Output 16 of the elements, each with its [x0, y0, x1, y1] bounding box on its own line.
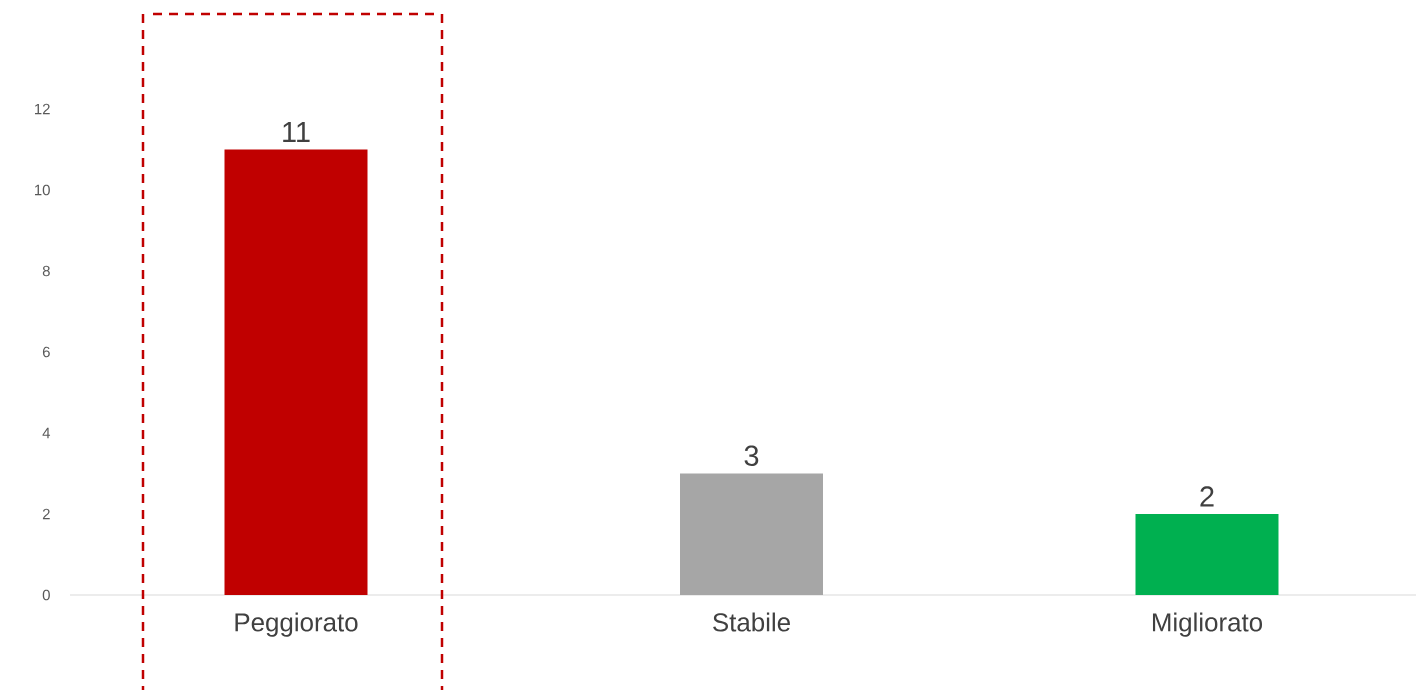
data-label: 2 [1200, 486, 1214, 507]
y-tick-label: 12 [35, 103, 50, 115]
y-tick-label: 6 [42, 346, 50, 358]
x-tick-label: Stabile [713, 612, 790, 632]
bar [1135, 514, 1279, 595]
x-tick-label: Peggiorato [235, 612, 358, 637]
y-tick-label: 4 [42, 427, 51, 439]
bar [680, 473, 823, 595]
x-tick-label: Migliorato [1152, 612, 1263, 637]
y-tick-label: 8 [42, 265, 50, 277]
y-tick-label: 10 [35, 184, 50, 196]
y-tick-label: 2 [42, 508, 50, 520]
data-label: 11 [283, 122, 310, 142]
data-label: 3 [744, 445, 759, 466]
bar [224, 149, 368, 595]
y-tick-label: 0 [42, 589, 50, 601]
